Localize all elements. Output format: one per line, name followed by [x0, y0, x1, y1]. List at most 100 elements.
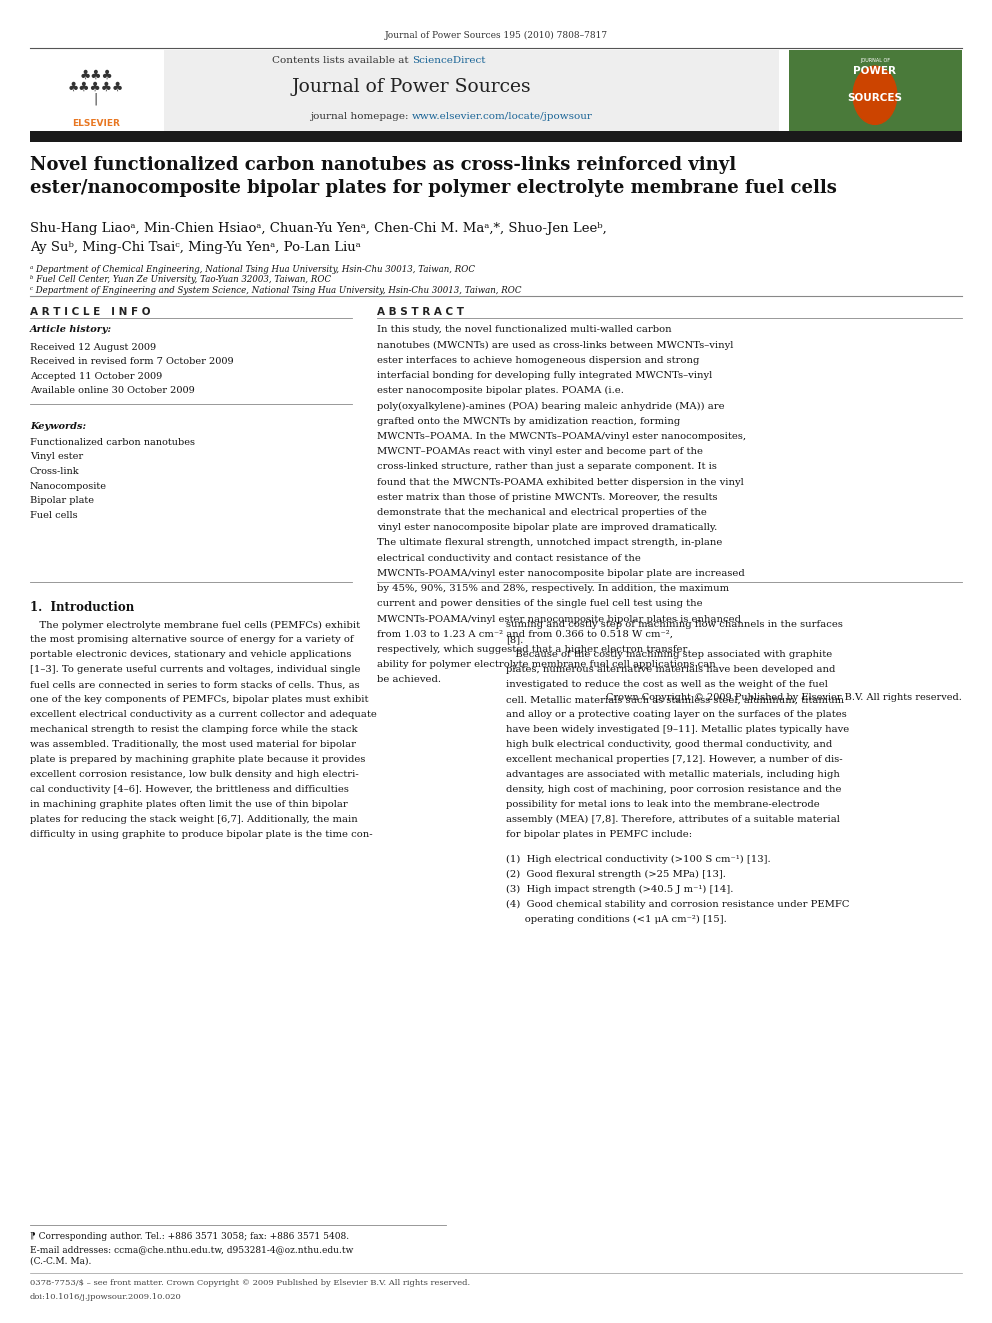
Text: JOURNAL OF: JOURNAL OF: [860, 58, 890, 64]
Text: for bipolar plates in PEMFC include:: for bipolar plates in PEMFC include:: [506, 830, 692, 839]
Text: ScienceDirect: ScienceDirect: [412, 56, 485, 65]
Text: poly(oxyalkylene)-amines (POA) bearing maleic anhydride (MA)) are: poly(oxyalkylene)-amines (POA) bearing m…: [377, 401, 724, 410]
Text: Functionalized carbon nanotubes: Functionalized carbon nanotubes: [30, 438, 194, 447]
Text: 1.  Introduction: 1. Introduction: [30, 601, 134, 614]
Text: (3)  High impact strength (>40.5 J m⁻¹) [14].: (3) High impact strength (>40.5 J m⁻¹) […: [506, 885, 733, 894]
FancyBboxPatch shape: [30, 50, 779, 132]
Text: ᶜ Department of Engineering and System Science, National Tsing Hua University, H: ᶜ Department of Engineering and System S…: [30, 286, 521, 295]
Text: advantages are associated with metallic materials, including high: advantages are associated with metallic …: [506, 770, 840, 779]
Text: operating conditions (<1 μA cm⁻²) [15].: operating conditions (<1 μA cm⁻²) [15].: [506, 916, 727, 925]
Text: ester matrix than those of pristine MWCNTs. Moreover, the results: ester matrix than those of pristine MWCN…: [377, 492, 717, 501]
Text: Crown Copyright © 2009 Published by Elsevier B.V. All rights reserved.: Crown Copyright © 2009 Published by Else…: [606, 693, 962, 703]
Text: ᵃ Department of Chemical Engineering, National Tsing Hua University, Hsin-Chu 30: ᵃ Department of Chemical Engineering, Na…: [30, 265, 475, 274]
Text: journal homepage:: journal homepage:: [310, 112, 412, 122]
Text: MWCNT–POAMAs react with vinyl ester and become part of the: MWCNT–POAMAs react with vinyl ester and …: [377, 447, 703, 456]
Text: Article history:: Article history:: [30, 325, 112, 335]
Text: Ay Suᵇ, Ming-Chi Tsaiᶜ, Ming-Yu Yenᵃ, Po-Lan Liuᵃ: Ay Suᵇ, Ming-Chi Tsaiᶜ, Ming-Yu Yenᵃ, Po…: [30, 241, 360, 254]
Text: Journal of Power Sources: Journal of Power Sources: [292, 78, 532, 97]
Text: the most promising alternative source of energy for a variety of: the most promising alternative source of…: [30, 635, 353, 644]
Text: E-mail addresses: ccma@che.nthu.edu.tw, d953281-4@oz.nthu.edu.tw: E-mail addresses: ccma@che.nthu.edu.tw, …: [30, 1245, 353, 1254]
Text: MWCNTs-POAMA/vinyl ester nanocomposite bipolar plate are increased: MWCNTs-POAMA/vinyl ester nanocomposite b…: [377, 569, 745, 578]
FancyBboxPatch shape: [789, 50, 962, 132]
Text: Nanocomposite: Nanocomposite: [30, 482, 107, 491]
Text: vinyl ester nanocomposite bipolar plate are improved dramatically.: vinyl ester nanocomposite bipolar plate …: [377, 523, 717, 532]
Text: (C.-C.M. Ma).: (C.-C.M. Ma).: [30, 1257, 91, 1266]
Text: Journal of Power Sources 195 (2010) 7808–7817: Journal of Power Sources 195 (2010) 7808…: [385, 30, 607, 40]
Text: in machining graphite plates often limit the use of thin bipolar: in machining graphite plates often limit…: [30, 800, 347, 808]
Text: excellent mechanical properties [7,12]. However, a number of dis-: excellent mechanical properties [7,12]. …: [506, 755, 842, 765]
Text: plates for reducing the stack weight [6,7]. Additionally, the main: plates for reducing the stack weight [6,…: [30, 815, 357, 824]
Text: Accepted 11 October 2009: Accepted 11 October 2009: [30, 372, 162, 381]
Text: Bipolar plate: Bipolar plate: [30, 496, 94, 505]
Text: POWER: POWER: [853, 66, 897, 77]
Text: Keywords:: Keywords:: [30, 422, 86, 431]
FancyBboxPatch shape: [30, 50, 164, 132]
Text: The ultimate flexural strength, unnotched impact strength, in-plane: The ultimate flexural strength, unnotche…: [377, 538, 722, 548]
Text: (4)  Good chemical stability and corrosion resistance under PEMFC: (4) Good chemical stability and corrosio…: [506, 900, 849, 909]
Text: Vinyl ester: Vinyl ester: [30, 452, 83, 462]
Text: interfacial bonding for developing fully integrated MWCNTs–vinyl: interfacial bonding for developing fully…: [377, 370, 712, 380]
Text: cal conductivity [4–6]. However, the brittleness and difficulties: cal conductivity [4–6]. However, the bri…: [30, 785, 348, 794]
Text: assembly (MEA) [7,8]. Therefore, attributes of a suitable material: assembly (MEA) [7,8]. Therefore, attribu…: [506, 815, 840, 824]
Text: difficulty in using graphite to produce bipolar plate is the time con-: difficulty in using graphite to produce …: [30, 830, 372, 839]
Text: ability for polymer electrolyte membrane fuel cell applications can: ability for polymer electrolyte membrane…: [377, 660, 715, 669]
Text: MWCNTs–POAMA. In the MWCNTs–POAMA/vinyl ester nanocomposites,: MWCNTs–POAMA. In the MWCNTs–POAMA/vinyl …: [377, 431, 746, 441]
Text: doi:10.1016/j.jpowsour.2009.10.020: doi:10.1016/j.jpowsour.2009.10.020: [30, 1293, 182, 1301]
Text: was assembled. Traditionally, the most used material for bipolar: was assembled. Traditionally, the most u…: [30, 740, 356, 749]
Text: ᵇ Fuel Cell Center, Yuan Ze University, Tao-Yuan 32003, Taiwan, ROC: ᵇ Fuel Cell Center, Yuan Ze University, …: [30, 275, 331, 284]
Text: excellent corrosion resistance, low bulk density and high electri-: excellent corrosion resistance, low bulk…: [30, 770, 358, 779]
Text: Cross-link: Cross-link: [30, 467, 79, 476]
Text: cell. Metallic materials such as stainless steel, aluminum, titanium: cell. Metallic materials such as stainle…: [506, 695, 844, 704]
Text: and alloy or a protective coating layer on the surfaces of the plates: and alloy or a protective coating layer …: [506, 710, 846, 720]
Text: The polymer electrolyte membrane fuel cells (PEMFCs) exhibit: The polymer electrolyte membrane fuel ce…: [30, 620, 360, 630]
Text: cross-linked structure, rather than just a separate component. It is: cross-linked structure, rather than just…: [377, 462, 717, 471]
Text: Received 12 August 2009: Received 12 August 2009: [30, 343, 156, 352]
Text: (2)  Good flexural strength (>25 MPa) [13].: (2) Good flexural strength (>25 MPa) [13…: [506, 871, 726, 880]
Text: (1)  High electrical conductivity (>100 S cm⁻¹) [13].: (1) High electrical conductivity (>100 S…: [506, 855, 771, 864]
Text: www.elsevier.com/locate/jpowsour: www.elsevier.com/locate/jpowsour: [412, 112, 592, 122]
Text: [1–3]. To generate useful currents and voltages, individual single: [1–3]. To generate useful currents and v…: [30, 665, 360, 675]
Text: Shu-Hang Liaoᵃ, Min-Chien Hsiaoᵃ, Chuan-Yu Yenᵃ, Chen-Chi M. Maᵃ,*, Shuo-Jen Lee: Shu-Hang Liaoᵃ, Min-Chien Hsiaoᵃ, Chuan-…: [30, 222, 606, 235]
Text: In this study, the novel functionalized multi-walled carbon: In this study, the novel functionalized …: [377, 325, 672, 335]
Text: nanotubes (MWCNTs) are used as cross-links between MWCNTs–vinyl: nanotubes (MWCNTs) are used as cross-lin…: [377, 340, 733, 349]
Text: mechanical strength to resist the clamping force while the stack: mechanical strength to resist the clampi…: [30, 725, 357, 734]
Text: Novel functionalized carbon nanotubes as cross-links reinforced vinyl
ester/nano: Novel functionalized carbon nanotubes as…: [30, 156, 836, 197]
Text: portable electronic devices, stationary and vehicle applications: portable electronic devices, stationary …: [30, 651, 351, 659]
Text: grafted onto the MWCNTs by amidization reaction, forming: grafted onto the MWCNTs by amidization r…: [377, 417, 681, 426]
Text: ELSEVIER: ELSEVIER: [72, 119, 120, 127]
Text: 0378-7753/$ – see front matter. Crown Copyright © 2009 Published by Elsevier B.V: 0378-7753/$ – see front matter. Crown Co…: [30, 1279, 470, 1287]
Text: Received in revised form 7 October 2009: Received in revised form 7 October 2009: [30, 357, 233, 366]
Circle shape: [853, 66, 897, 124]
Text: plates, numerous alternative materials have been developed and: plates, numerous alternative materials h…: [506, 665, 835, 675]
Text: one of the key components of PEMFCs, bipolar plates must exhibit: one of the key components of PEMFCs, bip…: [30, 695, 368, 704]
Text: current and power densities of the single fuel cell test using the: current and power densities of the singl…: [377, 599, 702, 609]
Text: by 45%, 90%, 315% and 28%, respectively. In addition, the maximum: by 45%, 90%, 315% and 28%, respectively.…: [377, 583, 729, 593]
Text: fuel cells are connected in series to form stacks of cells. Thus, as: fuel cells are connected in series to fo…: [30, 680, 359, 689]
Text: respectively, which suggested that a higher electron transfer: respectively, which suggested that a hig…: [377, 644, 687, 654]
Text: from 1.03 to 1.23 A cm⁻² and from 0.366 to 0.518 W cm⁻²,: from 1.03 to 1.23 A cm⁻² and from 0.366 …: [377, 630, 673, 639]
Text: Contents lists available at: Contents lists available at: [272, 56, 412, 65]
Text: Because of the costly machining step associated with graphite: Because of the costly machining step ass…: [506, 651, 832, 659]
Text: Available online 30 October 2009: Available online 30 October 2009: [30, 386, 194, 396]
Text: plate is prepared by machining graphite plate because it provides: plate is prepared by machining graphite …: [30, 755, 365, 765]
Text: [8].: [8].: [506, 635, 523, 644]
Text: demonstrate that the mechanical and electrical properties of the: demonstrate that the mechanical and elec…: [377, 508, 707, 517]
FancyBboxPatch shape: [30, 131, 962, 142]
Text: ester interfaces to achieve homogeneous dispersion and strong: ester interfaces to achieve homogeneous …: [377, 356, 699, 365]
Text: high bulk electrical conductivity, good thermal conductivity, and: high bulk electrical conductivity, good …: [506, 740, 832, 749]
Text: A R T I C L E   I N F O: A R T I C L E I N F O: [30, 307, 150, 318]
Text: SOURCES: SOURCES: [847, 93, 903, 103]
Text: MWCNTs-POAMA/vinyl ester nanocomposite bipolar plates is enhanced: MWCNTs-POAMA/vinyl ester nanocomposite b…: [377, 614, 741, 623]
Text: density, high cost of machining, poor corrosion resistance and the: density, high cost of machining, poor co…: [506, 785, 841, 794]
Text: possibility for metal ions to leak into the membrane-electrode: possibility for metal ions to leak into …: [506, 800, 819, 808]
Text: A B S T R A C T: A B S T R A C T: [377, 307, 464, 318]
Text: investigated to reduce the cost as well as the weight of the fuel: investigated to reduce the cost as well …: [506, 680, 827, 689]
Text: ⁋ Corresponding author. Tel.: +886 3571 3058; fax: +886 3571 5408.: ⁋ Corresponding author. Tel.: +886 3571 …: [30, 1232, 349, 1241]
Text: be achieved.: be achieved.: [377, 675, 441, 684]
Text: found that the MWCNTs-POAMA exhibited better dispersion in the vinyl: found that the MWCNTs-POAMA exhibited be…: [377, 478, 744, 487]
Text: ♣♣♣
♣♣♣♣♣
  |: ♣♣♣ ♣♣♣♣♣ |: [68, 69, 124, 106]
Text: have been widely investigated [9–11]. Metallic plates typically have: have been widely investigated [9–11]. Me…: [506, 725, 849, 734]
Text: electrical conductivity and contact resistance of the: electrical conductivity and contact resi…: [377, 553, 641, 562]
Text: excellent electrical conductivity as a current collector and adequate: excellent electrical conductivity as a c…: [30, 710, 377, 720]
Text: ester nanocomposite bipolar plates. POAMA (i.e.: ester nanocomposite bipolar plates. POAM…: [377, 386, 624, 396]
